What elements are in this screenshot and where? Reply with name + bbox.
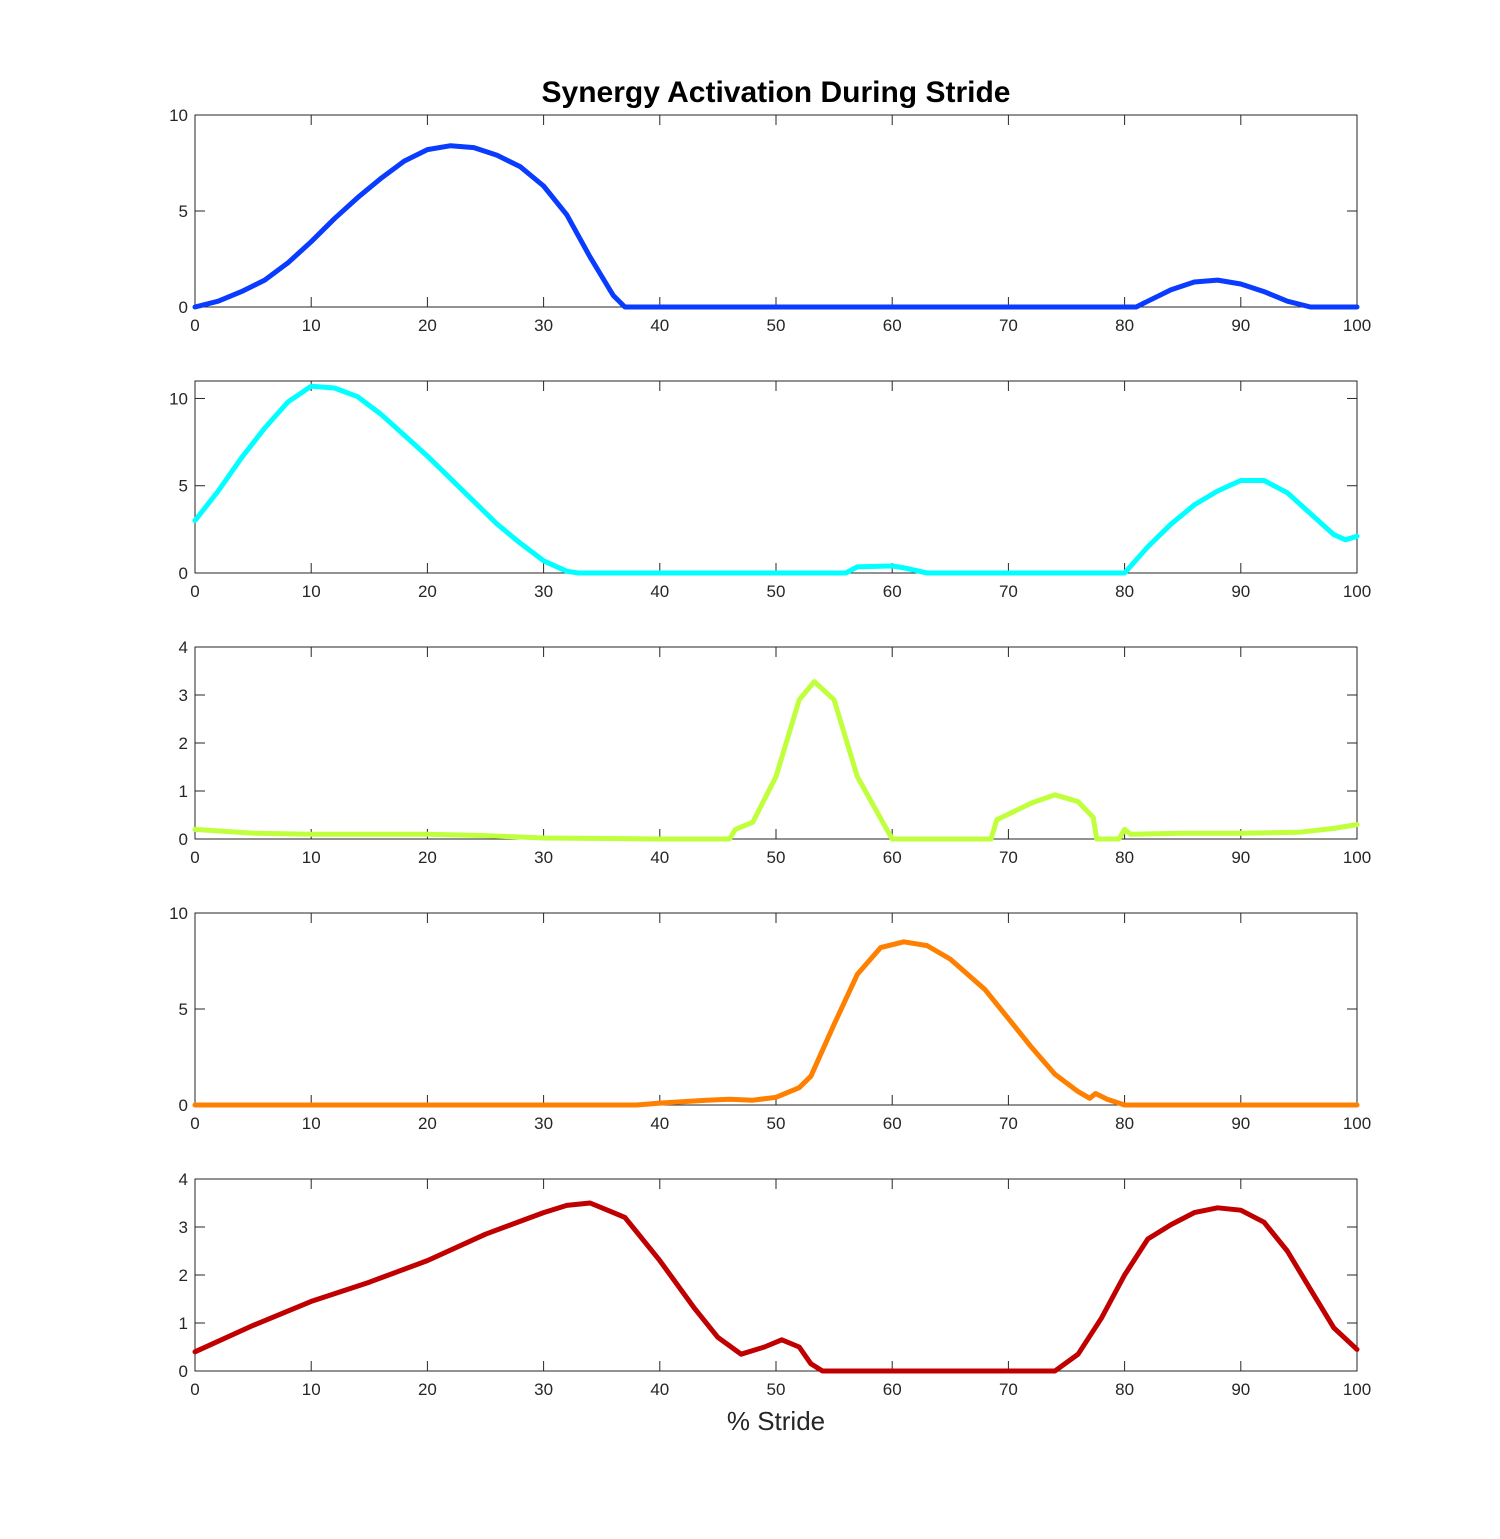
- y-tick-label: 0: [179, 298, 188, 317]
- x-tick-label: 30: [534, 316, 553, 335]
- x-tick-label: 10: [302, 1380, 321, 1399]
- x-tick-label: 60: [883, 1380, 902, 1399]
- x-tick-label: 10: [302, 582, 321, 601]
- subplot-2: 0 10 20 30 40 50 60 70 80 90 100 0 5 10: [169, 380, 1371, 601]
- axes-box: [194, 380, 1358, 574]
- x-tick-label: 0: [190, 582, 199, 601]
- x-tick-label: 90: [1231, 582, 1250, 601]
- x-tick-label: 20: [418, 1114, 437, 1133]
- x-tick-label: 30: [534, 848, 553, 867]
- x-tick-label: 80: [1115, 316, 1134, 335]
- series-line-1: [192, 143, 1360, 310]
- axes-box: [194, 114, 1358, 308]
- y-tick-label: 2: [179, 734, 188, 753]
- subplot-4: 0 10 20 30 40 50 60 70 80 90 100 0 5 10: [169, 904, 1371, 1133]
- x-tick-label: 100: [1343, 848, 1371, 867]
- x-tick-label: 40: [650, 316, 669, 335]
- x-tick-label: 60: [883, 1114, 902, 1133]
- x-tick-label: 20: [418, 848, 437, 867]
- x-tick-label: 40: [650, 848, 669, 867]
- axes-box: [194, 912, 1358, 1106]
- x-tick-label: 50: [767, 1380, 786, 1399]
- chart-title: Synergy Activation During Stride: [542, 76, 1011, 109]
- x-axis-label: % Stride: [727, 1406, 825, 1436]
- x-tick-label: 100: [1343, 582, 1371, 601]
- y-tick-label: 10: [169, 389, 188, 408]
- x-tick-label: 70: [999, 1380, 1018, 1399]
- y-tick-label: 3: [179, 686, 188, 705]
- x-tick-label: 20: [418, 582, 437, 601]
- subplot-5: 0 10 20 30 40 50 60 70 80 90 100 0 1 2 3 4: [179, 1170, 1372, 1399]
- y-tick-label: 10: [169, 904, 188, 923]
- series-line-3: [192, 679, 1360, 842]
- series-line-4: [192, 939, 1360, 1108]
- series-line-5: [192, 1200, 1360, 1374]
- x-tick-label: 100: [1343, 1380, 1371, 1399]
- x-tick-label: 90: [1231, 316, 1250, 335]
- x-tick-label: 60: [883, 582, 902, 601]
- x-tick-label: 20: [418, 316, 437, 335]
- y-tick-label: 5: [179, 202, 188, 221]
- y-tick-label: 2: [179, 1266, 188, 1285]
- x-tick-label: 40: [650, 1380, 669, 1399]
- x-tick-label: 60: [883, 848, 902, 867]
- x-tick-label: 90: [1231, 1380, 1250, 1399]
- y-tick-label: 4: [179, 1170, 188, 1189]
- x-tick-label: 90: [1231, 848, 1250, 867]
- y-tick-label: 0: [179, 1096, 188, 1115]
- x-tick-label: 0: [190, 1380, 199, 1399]
- y-tick-label: 0: [179, 830, 188, 849]
- x-tick-label: 80: [1115, 1114, 1134, 1133]
- x-tick-label: 10: [302, 1114, 321, 1133]
- x-tick-label: 60: [883, 316, 902, 335]
- series-line-2: [192, 383, 1360, 576]
- subplot-1: 0 10 20 30 40 50 60 70 80 90 100 0 5 10: [169, 106, 1371, 335]
- y-tick-label: 0: [179, 1362, 188, 1381]
- axes-box: [194, 646, 1358, 840]
- x-tick-label: 50: [767, 848, 786, 867]
- x-tick-label: 100: [1343, 1114, 1371, 1133]
- y-tick-label: 5: [179, 1000, 188, 1019]
- x-tick-label: 80: [1115, 848, 1134, 867]
- x-tick-label: 30: [534, 1380, 553, 1399]
- x-tick-label: 70: [999, 316, 1018, 335]
- x-tick-label: 30: [534, 582, 553, 601]
- x-tick-label: 70: [999, 582, 1018, 601]
- x-tick-label: 10: [302, 848, 321, 867]
- x-tick-label: 70: [999, 848, 1018, 867]
- y-tick-label: 1: [179, 1314, 188, 1333]
- x-tick-label: 40: [650, 582, 669, 601]
- x-tick-label: 50: [767, 1114, 786, 1133]
- y-tick-label: 3: [179, 1218, 188, 1237]
- x-tick-label: 80: [1115, 582, 1134, 601]
- x-tick-label: 20: [418, 1380, 437, 1399]
- x-tick-label: 50: [767, 582, 786, 601]
- subplot-3: 0 10 20 30 40 50 60 70 80 90 100 0 1 2 3 4: [179, 638, 1372, 867]
- x-tick-label: 50: [767, 316, 786, 335]
- y-tick-label: 0: [179, 564, 188, 583]
- y-tick-label: 10: [169, 106, 188, 125]
- x-tick-label: 0: [190, 316, 199, 335]
- x-tick-label: 70: [999, 1114, 1018, 1133]
- x-tick-label: 100: [1343, 316, 1371, 335]
- x-tick-label: 40: [650, 1114, 669, 1133]
- y-tick-label: 5: [179, 477, 188, 496]
- y-tick-label: 1: [179, 782, 188, 801]
- y-tick-label: 4: [179, 638, 188, 657]
- x-tick-label: 0: [190, 1114, 199, 1133]
- x-tick-label: 10: [302, 316, 321, 335]
- x-tick-label: 90: [1231, 1114, 1250, 1133]
- x-tick-label: 0: [190, 848, 199, 867]
- x-tick-label: 30: [534, 1114, 553, 1133]
- x-tick-label: 80: [1115, 1380, 1134, 1399]
